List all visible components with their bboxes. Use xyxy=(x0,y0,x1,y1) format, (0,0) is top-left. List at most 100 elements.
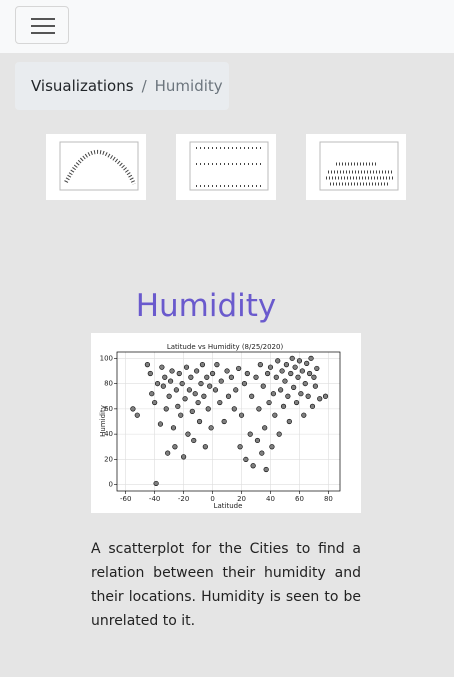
y-axis-label: Humidity xyxy=(99,405,107,437)
point xyxy=(196,418,203,425)
breadcrumb-separator: / xyxy=(141,77,147,95)
point xyxy=(254,437,261,444)
point xyxy=(264,370,271,377)
point xyxy=(175,403,181,409)
point xyxy=(188,374,194,380)
point xyxy=(154,380,161,387)
menu-toggle[interactable] xyxy=(15,6,69,44)
point xyxy=(312,383,318,389)
point xyxy=(308,355,314,361)
point xyxy=(191,437,197,444)
point xyxy=(231,406,237,412)
point xyxy=(214,362,220,368)
point xyxy=(279,368,285,374)
point xyxy=(162,374,168,380)
x-axis-label: Latitude xyxy=(214,502,243,510)
point xyxy=(244,370,250,377)
point xyxy=(263,466,269,473)
point xyxy=(218,378,224,384)
point xyxy=(275,358,281,364)
point xyxy=(260,383,266,389)
point xyxy=(302,380,308,387)
point xyxy=(167,378,174,384)
point xyxy=(169,368,175,374)
point xyxy=(247,431,253,437)
y-tick-label: 20 xyxy=(104,455,113,463)
point xyxy=(181,454,187,460)
point xyxy=(149,391,155,397)
y-tick-label: 100 xyxy=(100,354,113,362)
point xyxy=(185,431,191,437)
point xyxy=(306,370,313,377)
point xyxy=(130,406,136,412)
point xyxy=(305,393,311,399)
point xyxy=(233,387,239,393)
point xyxy=(253,374,259,380)
scatter-chart: Latitude vs Humidity (8/25/2020) Latitud… xyxy=(91,333,361,513)
point xyxy=(283,362,290,368)
point xyxy=(267,364,274,370)
point xyxy=(198,380,204,387)
y-tick-label: 60 xyxy=(104,405,113,413)
point xyxy=(295,374,301,380)
point xyxy=(195,399,201,406)
point xyxy=(194,368,200,374)
point xyxy=(157,421,164,427)
point xyxy=(276,431,282,437)
x-tick-label: -60 xyxy=(120,495,131,503)
point xyxy=(166,393,172,399)
chart-title: Latitude vs Humidity (8/25/2020) xyxy=(167,343,284,351)
point xyxy=(202,444,208,450)
point xyxy=(296,358,303,364)
point xyxy=(250,463,256,469)
point xyxy=(243,456,249,463)
point xyxy=(304,360,310,366)
point xyxy=(204,374,210,380)
point xyxy=(241,380,248,387)
point xyxy=(273,374,279,380)
thumbnail[interactable] xyxy=(306,134,406,200)
point xyxy=(209,370,216,377)
y-tick-label: 40 xyxy=(104,430,113,438)
point xyxy=(160,383,166,389)
hamburger-icon xyxy=(31,18,55,34)
point xyxy=(212,387,219,393)
point xyxy=(224,368,230,374)
x-tick-label: 0 xyxy=(210,495,214,503)
point xyxy=(152,399,158,406)
point xyxy=(238,412,245,418)
point xyxy=(176,370,182,377)
point xyxy=(186,387,193,393)
x-tick-label: 60 xyxy=(295,495,304,503)
thumbnail[interactable] xyxy=(46,134,146,200)
point xyxy=(178,412,184,418)
point xyxy=(259,450,265,456)
point xyxy=(217,399,223,406)
point xyxy=(134,412,140,418)
point xyxy=(179,380,185,387)
x-tick-label: 80 xyxy=(324,495,333,503)
heading: Humidity xyxy=(135,288,277,324)
point xyxy=(270,391,276,397)
point xyxy=(199,362,206,368)
point xyxy=(322,393,329,399)
point xyxy=(153,480,159,487)
point xyxy=(280,403,287,409)
point xyxy=(288,370,294,377)
point xyxy=(309,403,316,409)
point xyxy=(208,425,214,431)
x-tick-label: 20 xyxy=(237,495,246,503)
point xyxy=(292,364,298,370)
breadcrumb-link[interactable]: Visualizations xyxy=(31,77,134,95)
point xyxy=(262,425,268,431)
point xyxy=(173,387,179,393)
point xyxy=(183,364,190,370)
x-tick-label: 40 xyxy=(266,495,275,503)
thumbnail[interactable] xyxy=(176,134,276,200)
point xyxy=(257,362,263,368)
point xyxy=(272,412,278,418)
point xyxy=(317,396,323,402)
point xyxy=(236,365,242,372)
point xyxy=(170,425,177,431)
point xyxy=(314,365,320,372)
